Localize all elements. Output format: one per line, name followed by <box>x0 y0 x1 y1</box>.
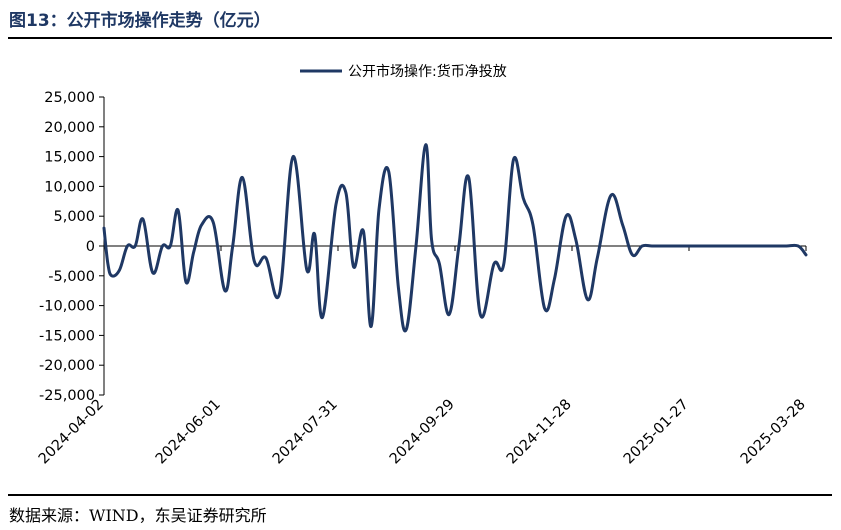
series-line <box>102 143 808 333</box>
y-tick-label: -25,000 <box>39 388 95 404</box>
figure-title: 图13：公开市场操作走势（亿元） <box>9 11 271 31</box>
x-axis-ticks: 2024-04-02 2024-06-01 2024-07-31 2024-09-29… <box>36 246 809 467</box>
y-tick-label: 20,000 <box>44 120 95 136</box>
y-tick-label: -5,000 <box>48 269 95 285</box>
legend: 公开市场操作:货币净投放 <box>300 63 507 80</box>
line-chart: 公开市场操作:货币净投放 -25,000 -20,000 -15,000 -10,00… <box>36 63 809 467</box>
data-source: 数据来源：WIND，东吴证券研究所 <box>9 506 267 525</box>
y-tick-label: 0 <box>86 239 95 255</box>
x-tick-label: 2024-06-01 <box>153 397 224 468</box>
x-tick-label: 2024-04-02 <box>36 397 107 468</box>
legend-label: 公开市场操作:货币净投放 <box>348 63 507 80</box>
x-tick-label: 2024-07-31 <box>270 397 341 468</box>
y-tick-label: 10,000 <box>44 179 95 195</box>
y-tick-label: -20,000 <box>39 358 95 374</box>
x-tick-label: 2024-11-28 <box>504 397 575 468</box>
series-group <box>102 143 808 333</box>
y-tick-label: -15,000 <box>39 328 95 344</box>
x-tick-label: 2024-09-29 <box>387 397 458 468</box>
y-axis-ticks: -25,000 -20,000 -15,000 -10,000 -5,000 0 5,000… <box>39 90 104 404</box>
x-tick-label: 2025-03-28 <box>738 397 809 468</box>
y-tick-label: 25,000 <box>44 90 95 106</box>
y-tick-label: 15,000 <box>44 150 95 166</box>
bottom-rule <box>8 494 832 496</box>
x-tick-label: 2025-01-27 <box>621 397 692 468</box>
y-tick-label: -10,000 <box>39 299 95 315</box>
top-rule <box>8 37 832 39</box>
y-tick-label: 5,000 <box>53 209 95 225</box>
